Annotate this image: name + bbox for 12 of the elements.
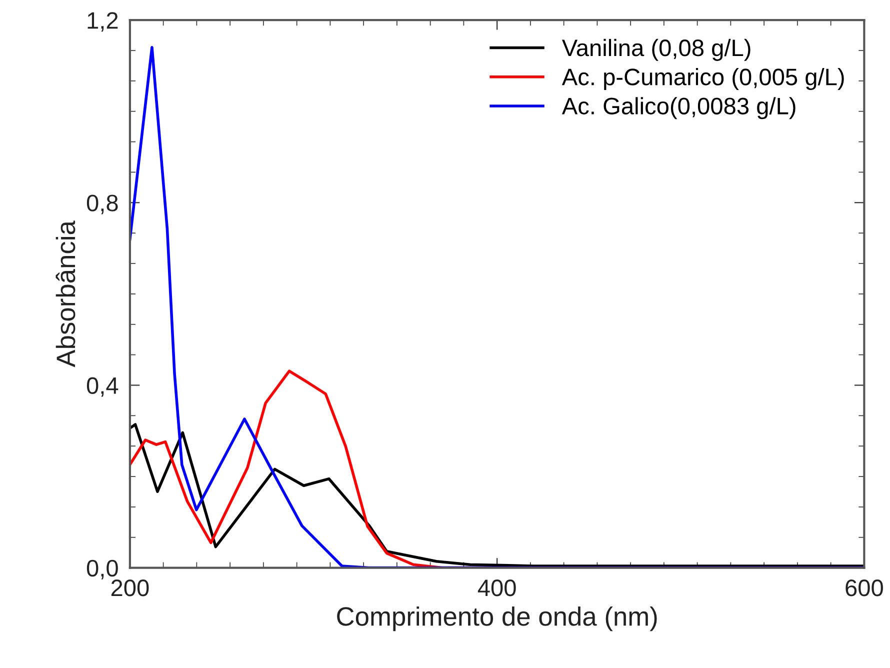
x-tick-label: 400 <box>478 580 516 596</box>
x-axis-title: Comprimento de onda (nm) <box>337 606 657 632</box>
x-tick-label: 600 <box>846 580 883 596</box>
y-tick-label: 0,8 <box>86 194 118 214</box>
y-tick-label: 0,4 <box>86 377 118 397</box>
x-tick-label: 200 <box>111 580 149 596</box>
y-tick-label: 0,0 <box>86 560 118 580</box>
y-axis-title: Absorbância <box>56 220 76 368</box>
legend-label: Vanilina (0,08 g/L) <box>562 38 750 61</box>
legend-label: Ac. Galico(0,0083 g/L) <box>562 97 796 120</box>
legend-label: Ac. p-Cumarico (0,005 g/L) <box>562 68 844 90</box>
y-tick-label: 1,2 <box>88 12 118 32</box>
